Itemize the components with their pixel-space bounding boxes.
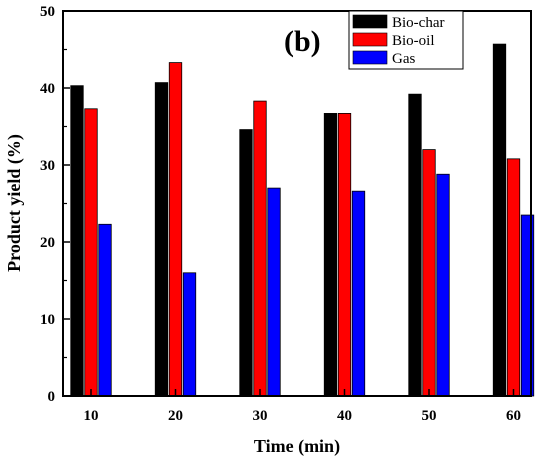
legend-label: Gas — [392, 51, 415, 67]
x-tick-label: 10 — [84, 408, 99, 424]
bar-bio-oil-60 — [506, 158, 521, 397]
y-tick-label: 30 — [40, 158, 55, 174]
bar-bio-oil-10 — [84, 108, 98, 397]
bar-bio-char-20 — [154, 82, 169, 397]
legend-swatch — [352, 14, 388, 29]
legend-swatch — [352, 50, 388, 65]
bar-bio-char-10 — [70, 85, 84, 397]
bar-bio-char-40 — [323, 113, 338, 397]
x-tick-label: 30 — [253, 408, 268, 424]
y-axis: 0 10 20 30 40 50 — [40, 4, 70, 405]
bar-gas-40 — [351, 190, 366, 397]
y-tick-label: 50 — [40, 4, 55, 20]
legend-label: Bio-oil — [392, 33, 435, 49]
bar-gas-20 — [182, 272, 197, 397]
bar-bio-oil-50 — [422, 149, 436, 397]
y-axis-title: Product yield (%) — [4, 134, 25, 272]
legend: Bio-char Bio-oil Gas — [348, 10, 464, 70]
x-axis-title: Time (min) — [254, 436, 340, 457]
bar-bio-oil-40 — [337, 113, 352, 397]
bar-bio-oil-20 — [168, 62, 183, 397]
x-tick-label: 50 — [422, 408, 437, 424]
y-tick-label: 40 — [40, 81, 55, 97]
legend-label: Bio-char — [392, 15, 444, 31]
x-tick-label: 40 — [337, 408, 352, 424]
x-axis: 10 20 30 40 50 60 — [84, 389, 521, 424]
bar-gas-10 — [98, 223, 112, 397]
panel-label: (b) — [284, 25, 321, 58]
x-tick-label: 60 — [506, 408, 521, 424]
y-tick-label: 0 — [48, 389, 56, 405]
x-tick-label: 20 — [168, 408, 183, 424]
legend-swatch — [352, 32, 388, 47]
bar-bio-char-60 — [492, 43, 507, 397]
bars-layer — [70, 43, 535, 397]
bar-bio-char-50 — [408, 93, 422, 397]
bar-gas-50 — [436, 173, 450, 397]
bar-bio-oil-30 — [253, 100, 267, 397]
bar-gas-30 — [267, 187, 281, 397]
y-tick-label: 10 — [40, 312, 55, 328]
bar-bio-char-30 — [239, 129, 253, 397]
y-tick-label: 20 — [40, 235, 55, 251]
